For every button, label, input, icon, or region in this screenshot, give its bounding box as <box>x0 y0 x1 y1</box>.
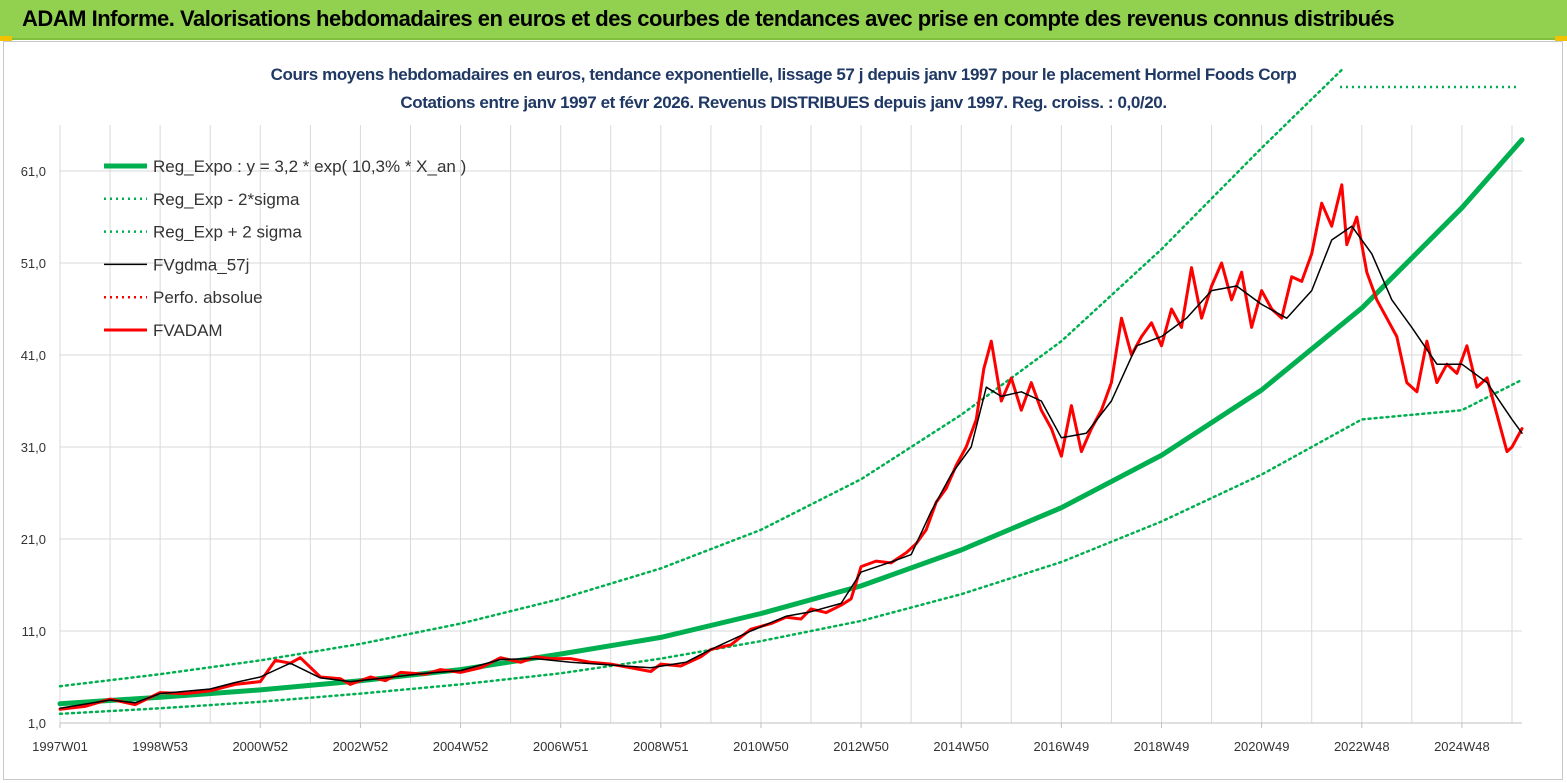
legend-label: FVADAM <box>153 321 223 340</box>
chart-frame <box>3 41 1563 780</box>
x-tick-label: 2024W48 <box>1434 739 1490 754</box>
x-tick-label: 2002W52 <box>333 739 389 754</box>
corner-marker-left <box>0 36 12 41</box>
series-line-3 <box>59 225 1523 710</box>
y-tick-label: 31,0 <box>21 440 46 455</box>
series-line-2 <box>58 68 1344 688</box>
legend-label: Reg_Exp + 2 sigma <box>153 223 302 242</box>
series-layer <box>57 60 1525 716</box>
legend-label: Perfo. absolue <box>153 288 263 307</box>
x-tick-label: 2018W49 <box>1134 739 1190 754</box>
chart-subtitle: Cotations entre janv 1997 et févr 2026. … <box>400 93 1167 112</box>
legend-label: Reg_Exp - 2*sigma <box>153 190 300 209</box>
x-tick-label: 2010W50 <box>733 739 789 754</box>
y-tick-label: 41,0 <box>21 348 46 363</box>
x-tick-label: 2016W49 <box>1034 739 1090 754</box>
legend-label: FVgdma_57j <box>153 255 249 274</box>
x-tick-label: 1998W53 <box>132 739 188 754</box>
legend-label: Reg_Expo : y = 3,2 * exp( 10,3% * X_an ) <box>153 157 466 176</box>
series-line-0 <box>57 137 1525 707</box>
x-tick-label: 2012W50 <box>833 739 889 754</box>
title-area <box>230 60 1340 118</box>
y-tick-label: 1,0 <box>28 716 46 731</box>
series-line-1 <box>58 378 1524 716</box>
axes: 1,0 11,0 21,0 31,0 41,0 51,0 61,0 1997W01 1998W5… <box>21 164 1522 754</box>
x-tick-label: 2004W52 <box>433 739 489 754</box>
corner-marker-right <box>1555 36 1567 41</box>
report-title: ADAM Informe. Valorisations hebdomadaire… <box>22 6 1395 31</box>
chart-title: Cours moyens hebdomadaires en euros, ten… <box>270 65 1297 84</box>
x-tick-label: 2020W49 <box>1234 739 1290 754</box>
x-tick-label: 2022W48 <box>1334 739 1390 754</box>
y-tick-label: 21,0 <box>21 532 46 547</box>
x-tick-label: 2014W50 <box>933 739 989 754</box>
x-tick-label: 2006W51 <box>533 739 589 754</box>
y-tick-label: 51,0 <box>21 256 46 271</box>
x-tick-label: 2008W51 <box>633 739 689 754</box>
legend: Reg_Expo : y = 3,2 * exp( 10,3% * X_an )… <box>104 157 466 340</box>
x-tick-label: 1997W01 <box>32 739 88 754</box>
y-tick-label: 11,0 <box>22 624 46 639</box>
grid <box>59 125 1522 724</box>
report-banner: ADAM Informe. Valorisations hebdomadaire… <box>0 0 1567 40</box>
y-tick-label: 61,0 <box>21 164 46 179</box>
x-tick-label: 2000W52 <box>232 739 288 754</box>
